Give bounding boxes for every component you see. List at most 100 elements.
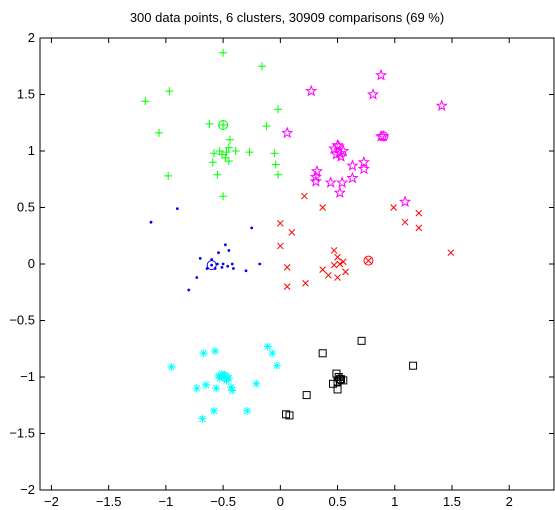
data-point xyxy=(221,262,225,266)
data-point xyxy=(283,264,291,271)
data-point xyxy=(208,158,217,167)
data-point xyxy=(319,266,327,274)
data-point xyxy=(357,162,370,175)
centroid-inner-mark xyxy=(221,373,230,381)
x-tick-label: 1 xyxy=(391,494,398,509)
data-point xyxy=(330,247,338,254)
data-point xyxy=(334,274,341,281)
data-point xyxy=(366,88,380,100)
data-point xyxy=(357,336,366,345)
data-point xyxy=(334,253,341,261)
data-point xyxy=(205,119,214,128)
data-point xyxy=(164,171,173,180)
data-point xyxy=(271,160,280,169)
y-tick-label: −0.5 xyxy=(9,313,35,328)
y-tick-label: 0.5 xyxy=(17,200,35,215)
chart-title: 300 data points, 6 clusters, 30909 compa… xyxy=(130,10,444,25)
centroid-marker xyxy=(206,260,217,271)
data-point xyxy=(447,249,455,257)
data-point xyxy=(227,383,236,392)
data-point xyxy=(195,276,199,279)
data-point xyxy=(342,268,349,276)
data-point xyxy=(310,164,324,177)
axes: −2 −1.5 −1 −0.5 0 0.5 1 1.5 2 −2 −1.5 −1 −0.5 0 0.5 1 1.… xyxy=(9,30,555,509)
y-tick-label: −1.5 xyxy=(9,426,35,441)
data-point xyxy=(219,48,228,57)
data-point xyxy=(325,271,332,279)
data-point xyxy=(335,375,344,384)
data-point xyxy=(199,349,208,358)
data-point xyxy=(336,260,344,268)
cluster-2 xyxy=(281,68,448,208)
cluster-series xyxy=(141,48,455,423)
centroid-marker xyxy=(363,255,374,266)
data-point xyxy=(390,204,397,211)
data-point xyxy=(217,251,220,255)
data-point xyxy=(215,374,224,383)
x-tick-label: 2 xyxy=(506,494,513,509)
data-point xyxy=(231,147,240,155)
data-point xyxy=(285,411,294,420)
data-point xyxy=(149,220,153,224)
y-tick-label: −1 xyxy=(20,369,35,384)
data-point xyxy=(245,148,254,157)
data-point xyxy=(226,264,230,268)
x-tick-label: 0.5 xyxy=(329,494,347,509)
data-point xyxy=(224,243,227,247)
data-point xyxy=(244,269,248,273)
cluster-6 xyxy=(282,336,418,420)
centroid-inner-mark xyxy=(365,257,372,264)
y-tick-label: 2 xyxy=(28,30,35,45)
data-point xyxy=(221,153,230,162)
data-point xyxy=(219,192,228,201)
centroid-inner-mark xyxy=(210,263,214,267)
data-point xyxy=(175,207,179,211)
data-point xyxy=(398,195,412,208)
x-tick-label: −2 xyxy=(44,494,59,509)
data-point xyxy=(302,279,309,287)
data-point xyxy=(243,406,252,415)
centroid-marker xyxy=(220,372,231,382)
cluster-5 xyxy=(167,342,281,423)
cluster-3 xyxy=(276,192,455,290)
data-point xyxy=(328,379,337,388)
data-point xyxy=(258,62,267,71)
data-point xyxy=(334,150,348,162)
data-point xyxy=(272,361,281,370)
data-point xyxy=(213,170,222,179)
data-point xyxy=(217,150,226,159)
data-point xyxy=(281,126,294,139)
data-point xyxy=(330,147,343,160)
data-point xyxy=(324,176,337,188)
centroid-marker xyxy=(334,374,345,385)
data-point xyxy=(374,68,388,81)
data-point xyxy=(309,170,322,183)
centroid-inner-mark xyxy=(338,377,342,381)
data-point xyxy=(328,142,341,154)
data-point xyxy=(165,87,174,96)
y-tick-label: 1 xyxy=(28,143,35,158)
data-point xyxy=(228,386,237,395)
data-point xyxy=(227,249,231,252)
data-point xyxy=(252,379,261,388)
centroid-inner-mark xyxy=(219,121,228,130)
data-point xyxy=(302,391,311,400)
data-point xyxy=(336,176,349,188)
data-point xyxy=(332,140,345,152)
data-point xyxy=(198,256,202,260)
data-point xyxy=(346,171,359,184)
data-point xyxy=(305,84,318,97)
data-point xyxy=(187,288,191,292)
cluster-4 xyxy=(149,207,262,292)
data-point xyxy=(167,362,176,371)
data-point xyxy=(215,147,224,155)
data-point xyxy=(333,385,342,394)
data-point xyxy=(283,283,291,290)
data-point xyxy=(222,376,231,385)
centroid-marker xyxy=(218,120,229,131)
y-tick-label: 1.5 xyxy=(17,87,35,102)
data-point xyxy=(330,261,338,269)
data-point xyxy=(220,265,224,269)
data-point xyxy=(224,157,233,166)
